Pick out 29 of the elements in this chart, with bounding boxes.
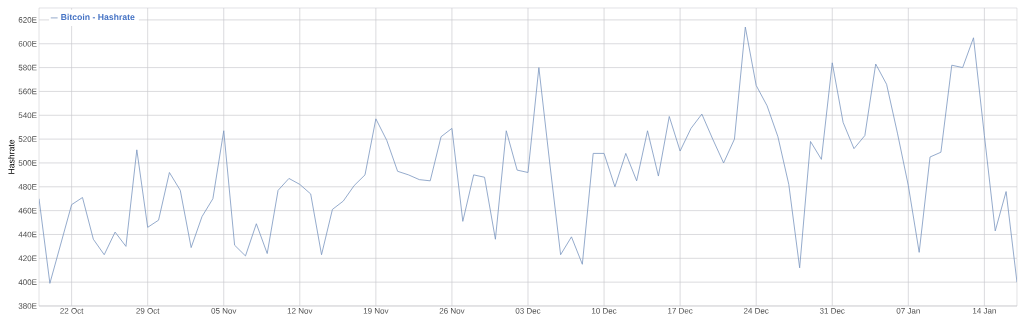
x-tick-label: 10 Dec bbox=[591, 308, 617, 314]
x-tick-label: 29 Oct bbox=[136, 308, 160, 314]
x-tick-label: 05 Nov bbox=[211, 308, 237, 314]
x-tick-label: 24 Dec bbox=[743, 308, 769, 314]
y-tick-label: 520E bbox=[18, 136, 37, 142]
y-tick-label: 400E bbox=[18, 279, 37, 285]
legend-label: Bitcoin - Hashrate bbox=[61, 13, 135, 21]
x-tick-label: 31 Dec bbox=[819, 308, 845, 314]
x-tick-label: 14 Jan bbox=[972, 308, 996, 314]
y-tick-label: 600E bbox=[18, 40, 37, 47]
x-tick-label: 17 Dec bbox=[668, 308, 693, 314]
line-series bbox=[39, 26, 1017, 284]
y-tick-label: 460E bbox=[18, 207, 37, 214]
x-tick-label: 03 Dec bbox=[515, 308, 541, 314]
y-tick-label: 420E bbox=[18, 255, 37, 262]
x-tick-label: 07 Jan bbox=[896, 308, 920, 314]
y-axis-title: Hashrate bbox=[8, 139, 15, 174]
x-tick-label: 12 Nov bbox=[287, 308, 313, 314]
x-tick-label: 26 Nov bbox=[439, 308, 465, 314]
y-tick-label: 500E bbox=[18, 160, 37, 166]
y-tick-label: 580E bbox=[18, 64, 37, 71]
y-tick-label: 440E bbox=[18, 231, 37, 238]
x-tick-label: 22 Oct bbox=[60, 308, 84, 314]
y-tick-label: 560E bbox=[18, 88, 37, 95]
y-tick-label: 540E bbox=[18, 112, 37, 119]
y-tick-label: 380E bbox=[18, 303, 37, 309]
y-tick-label: 620E bbox=[18, 17, 37, 23]
x-tick-label: 19 Nov bbox=[363, 308, 389, 314]
y-tick-label: 480E bbox=[18, 183, 37, 190]
